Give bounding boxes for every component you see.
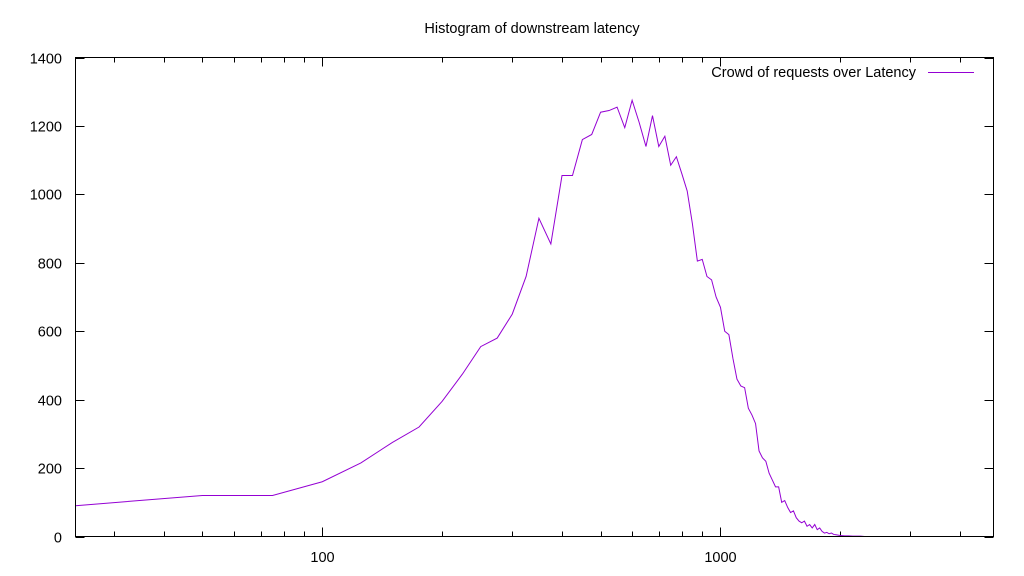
y-tick-label: 200 <box>38 462 62 478</box>
y-tick-label: 1400 <box>30 52 62 68</box>
plot-frame <box>75 57 994 537</box>
x-tick-label: 100 <box>310 550 334 566</box>
x-tick-label: 1000 <box>704 550 736 566</box>
y-tick-label: 1200 <box>30 120 62 136</box>
axis-ticks <box>75 57 994 538</box>
y-tick-label: 800 <box>38 257 62 273</box>
series-line <box>75 98 893 537</box>
axis-tick-labels: 0 200 400 600 800 1000 1200 1400 100 1000 <box>30 52 737 567</box>
y-tick-label: 400 <box>38 394 62 410</box>
y-tick-label: 0 <box>54 531 62 547</box>
legend-label: Crowd of requests over Latency <box>711 65 916 81</box>
y-tick-label: 1000 <box>30 188 62 204</box>
chart-title: Histogram of downstream latency <box>424 21 640 37</box>
series-layer <box>75 98 893 537</box>
legend: Crowd of requests over Latency <box>711 65 974 81</box>
y-tick-label: 600 <box>38 325 62 341</box>
